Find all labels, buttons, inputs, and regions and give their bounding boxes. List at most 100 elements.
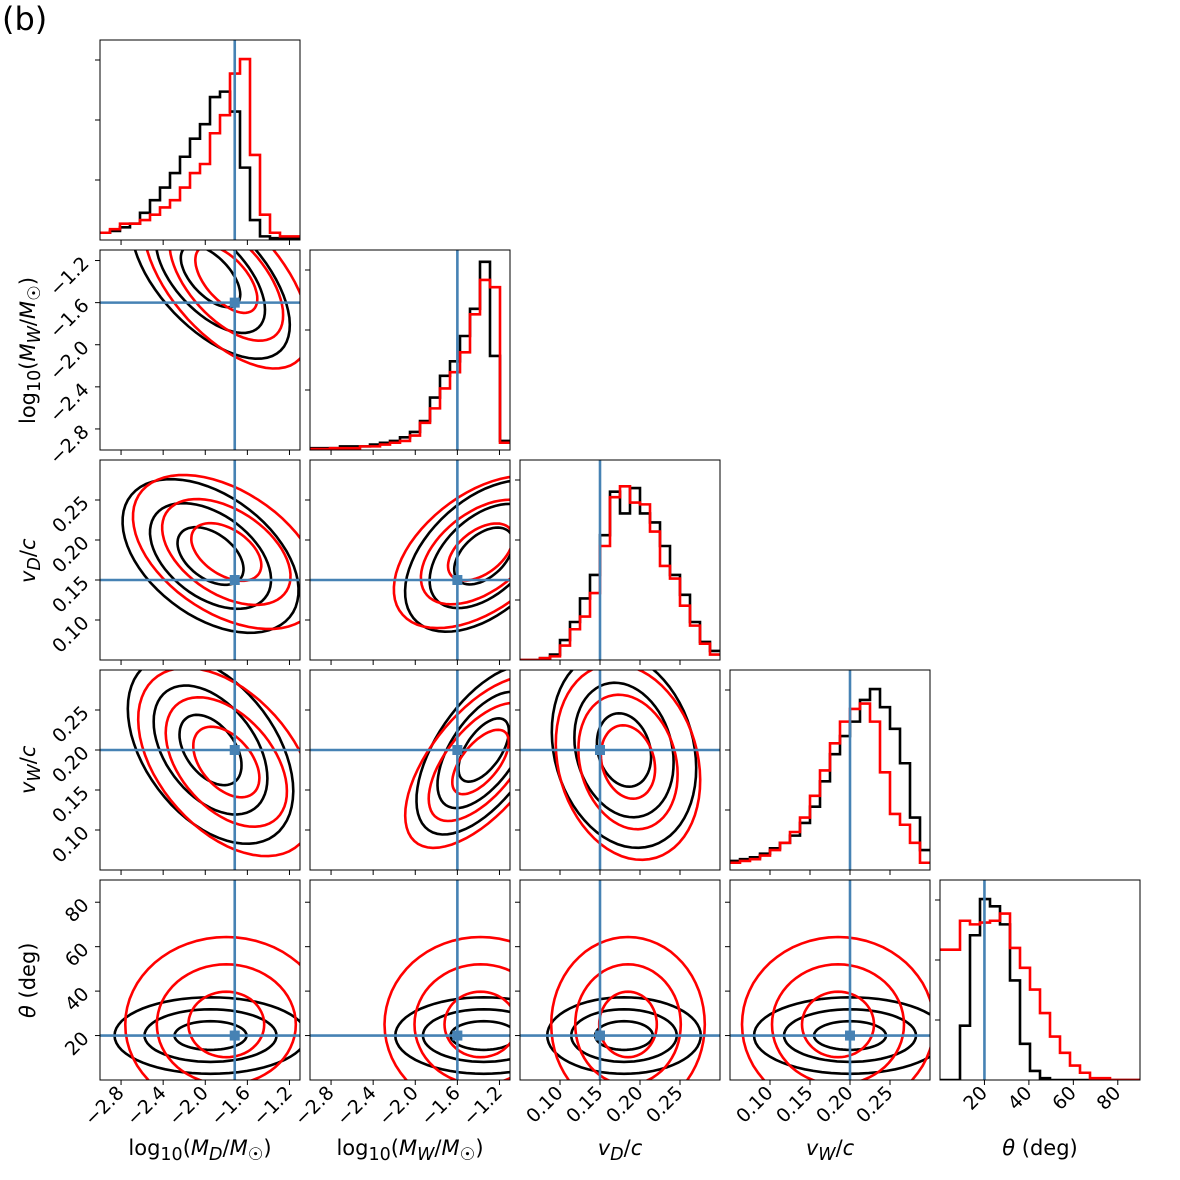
xtick-label-vW-0: 0.10 (732, 1082, 777, 1127)
truth-marker-logMD-vW (229, 745, 240, 755)
xtick-label-vD-2: 0.20 (602, 1082, 647, 1127)
contour-red-logMD-logMW-1 (168, 250, 285, 343)
contour-red-logMD-theta-1 (155, 962, 298, 1080)
contour-black-logMD-vW-2 (126, 670, 295, 846)
contour-panel-logMD-vD (100, 460, 300, 660)
xtick-label-logMW-0: −2.8 (290, 1082, 338, 1130)
truth-marker-vD-vW (595, 745, 605, 755)
hist-red-vD (520, 484, 720, 660)
contour-panel-vD-theta (520, 880, 720, 1080)
ytick-label-vW-3: 0.25 (48, 702, 93, 747)
contour-red-logMW-theta-2 (383, 935, 510, 1080)
panel-frame-3-3 (729, 669, 931, 871)
panel-frame-0-0 (99, 39, 301, 241)
xtick-label-logMW-1: −2.4 (333, 1082, 381, 1130)
xtick-label-logMW-2: −2.0 (375, 1082, 423, 1130)
xtick-label-vD-1: 0.15 (562, 1082, 607, 1127)
ytick-label-logMW-4: −1.2 (45, 253, 93, 301)
contour-red-vW-theta-0 (800, 990, 876, 1059)
x-axis-label-logMW: log10(MW/M☉) (336, 1136, 484, 1166)
truth-marker-logMW-vD (452, 575, 463, 585)
contour-black-logMD-vD-1 (148, 501, 273, 611)
truth-marker-logMW-vW (452, 745, 463, 755)
xtick-label-vD-0: 0.10 (522, 1082, 567, 1127)
truth-marker-logMD-theta (229, 1030, 240, 1041)
xtick-label-logMW-3: −1.6 (417, 1082, 465, 1130)
y-axis-label-theta: θ (deg) (16, 942, 40, 1018)
hist-panel-logMD (100, 40, 300, 240)
contour-red-logMW-theta-1 (413, 962, 510, 1080)
x-axis-label-theta: θ (deg) (1002, 1136, 1078, 1160)
xtick-label-logMD-4: −1.2 (249, 1082, 297, 1130)
contour-red-logMW-theta-0 (443, 990, 510, 1059)
hist-black-theta (940, 897, 1140, 1080)
y-axis-label-vD: vD/c (16, 537, 46, 583)
hist-panel-vD (520, 460, 720, 660)
contour-panel-logMW-theta (310, 880, 510, 1080)
xtick-label-theta-3: 80 (1093, 1082, 1126, 1115)
contour-red-logMD-theta-2 (123, 935, 300, 1080)
truth-marker-logMW-theta (452, 1030, 463, 1041)
contour-red-logMD-logMW-0 (193, 250, 259, 315)
contour-black-logMW-vD-2 (403, 479, 510, 634)
contour-black-vD-vW-1 (573, 681, 675, 819)
panel-frame-2-0 (99, 459, 301, 661)
contour-red-logMW-vW-0 (450, 728, 510, 796)
ytick-label-logMW-1: −2.4 (45, 379, 93, 427)
hist-panel-logMW (310, 250, 510, 450)
ytick-label-logMW-0: −2.8 (45, 421, 93, 469)
panel-label: (b) (2, 0, 48, 38)
xtick-label-vD-3: 0.25 (642, 1082, 687, 1127)
y-axis-label-vW: vW/c (16, 745, 46, 794)
xtick-label-vW-3: 0.25 (852, 1082, 897, 1127)
contour-red-vD-vW-1 (577, 693, 679, 831)
panel-frame-1-1 (309, 249, 511, 451)
panel-frame-3-0 (99, 669, 301, 871)
contour-black-logMW-vW-0 (457, 716, 510, 784)
y-axis-label-logMW: log10(MW/M☉) (16, 276, 46, 424)
xtick-label-logMD-1: −2.4 (123, 1082, 171, 1130)
contour-black-logMD-logMW-2 (133, 250, 292, 361)
xtick-label-vW-1: 0.15 (772, 1082, 817, 1127)
ytick-label-vW-0: 0.10 (48, 822, 93, 867)
contour-black-logMD-vD-0 (176, 525, 245, 587)
xtick-label-logMD-3: −1.6 (207, 1082, 255, 1130)
contour-red-logMD-theta-0 (187, 990, 266, 1059)
panel-frame-4-0 (99, 879, 301, 1081)
contour-red-logMD-vW-1 (164, 695, 289, 829)
x-axis-label-logMD: log10(MD/M☉) (128, 1136, 272, 1166)
xtick-label-theta-1: 40 (1004, 1082, 1037, 1115)
contour-red-logMD-vW-2 (136, 670, 300, 858)
contour-panel-logMD-vW (100, 670, 300, 870)
contour-black-logMW-vW-2 (415, 670, 510, 836)
hist-panel-vW (730, 670, 930, 870)
ytick-label-vW-1: 0.15 (48, 782, 93, 827)
contour-black-logMD-vW-0 (178, 713, 243, 787)
contour-panel-logMW-vD (310, 460, 510, 660)
truth-marker-logMD-vD (229, 575, 240, 585)
ytick-label-theta-3: 80 (61, 894, 94, 927)
contour-red-logMW-vW-1 (427, 701, 510, 823)
panel-frame-4-2 (519, 879, 721, 1081)
contour-red-vW-theta-1 (770, 962, 906, 1080)
contour-red-logMD-logMW-2 (145, 250, 300, 370)
ytick-label-theta-1: 40 (61, 983, 94, 1016)
ytick-label-vD-1: 0.15 (48, 572, 93, 617)
panel-frame-3-1 (309, 669, 511, 871)
contour-red-vD-theta-2 (549, 935, 707, 1080)
contour-red-logMD-vD-1 (160, 497, 292, 607)
contour-black-vD-vW-2 (550, 670, 698, 850)
contour-red-logMW-vD-2 (392, 475, 510, 630)
xtick-label-vW-2: 0.20 (812, 1082, 857, 1127)
truth-marker-vW-theta (845, 1030, 855, 1041)
x-axis-label-vD: vD/c (597, 1136, 643, 1166)
ytick-label-vD-2: 0.20 (48, 532, 93, 577)
contour-panel-logMW-vW (310, 670, 510, 870)
contour-red-logMD-vD-0 (189, 521, 263, 583)
hist-black-vW (730, 687, 930, 863)
ytick-label-vD-3: 0.25 (48, 492, 93, 537)
hist-red-theta (940, 912, 1140, 1080)
contour-black-logMD-logMW-0 (179, 250, 242, 309)
panel-frame-4-4 (939, 879, 1141, 1081)
